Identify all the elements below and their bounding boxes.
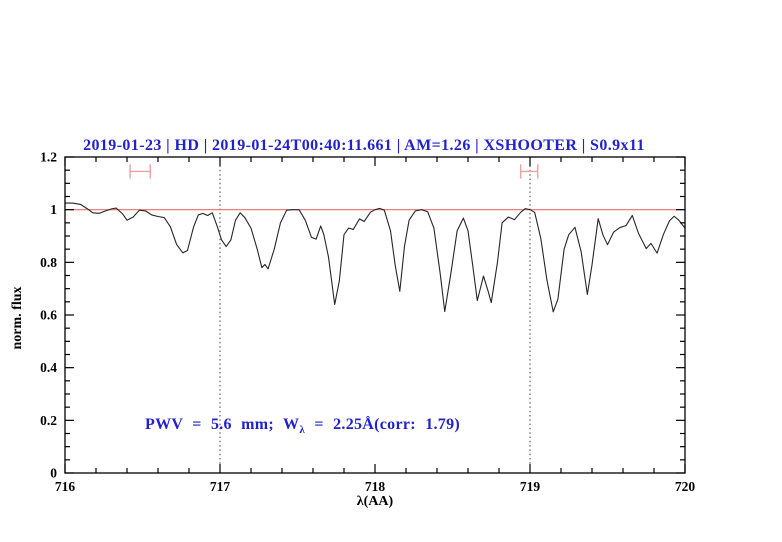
plot-title: 2019-01-23 | HD | 2019-01-24T00:40:11.66…	[83, 137, 645, 154]
y-tick-label: 0.2	[40, 413, 57, 428]
y-tick-label: 1	[50, 202, 57, 217]
x-tick-label: 716	[55, 479, 76, 494]
pwv-annotation-prefix: PWV = 5.6 mm; W	[145, 416, 299, 433]
range-marker	[520, 164, 539, 179]
pwv-annotation-suffix: = 2.25Å(corr: 1.79)	[305, 415, 460, 433]
y-axis-label: norm. flux	[10, 287, 25, 350]
spectrum-line	[65, 202, 686, 313]
axis-ticks	[64, 156, 686, 474]
y-tick-label: 0	[50, 466, 57, 481]
y-tick-label: 0.8	[40, 255, 57, 270]
spectrum-curve	[65, 202, 686, 313]
x-tick-label: 720	[675, 479, 696, 494]
x-tick-labels: 716 717 718 719 720	[55, 479, 696, 494]
x-tick-label: 718	[365, 479, 386, 494]
y-tick-label: 0.6	[40, 308, 57, 323]
x-tick-label: 717	[210, 479, 231, 494]
pwv-annotation: PWV = 5.6 mm; Wλ = 2.25Å(corr: 1.79)	[145, 415, 460, 436]
pwv-annotation-subscript: λ	[299, 424, 305, 436]
telluric-band-markers	[129, 164, 539, 179]
range-marker	[129, 164, 151, 179]
y-tick-label: 1.2	[40, 150, 57, 165]
x-axis-label: λ(AA)	[357, 494, 394, 509]
y-tick-label: 0.4	[40, 360, 57, 375]
x-tick-label: 719	[520, 479, 541, 494]
y-tick-labels: 0 0.2 0.4 0.6 0.8 1 1.2	[40, 150, 57, 481]
